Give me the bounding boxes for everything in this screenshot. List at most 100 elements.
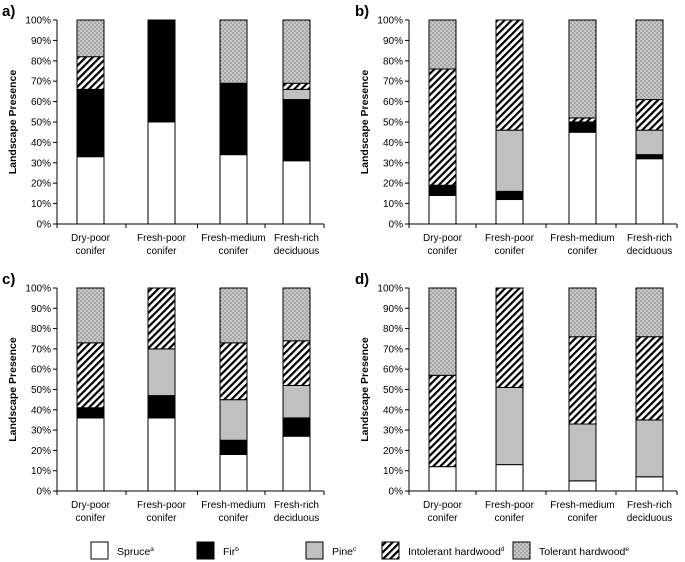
panel-c--bar-fresh-medium-pine (219, 399, 248, 441)
panel-d--category-label: conifer (567, 513, 598, 524)
legend-swatch-fir (196, 541, 215, 560)
panel-c--bar-fresh-medium-intolerant-hardwood (219, 342, 248, 401)
legend-item-tolerant-hardwood: Tolerant hardwoode (512, 541, 629, 560)
legend-item-spruce: Sprucea (90, 541, 154, 560)
legend-swatch-intolerant-hardwood (381, 541, 400, 560)
panel-d--bar-fresh-rich-tolerant-hardwood (635, 287, 664, 338)
panel-a--bar-fresh-rich-intolerant-hardwood (282, 82, 311, 90)
panel-d--bar-fresh-medium-pine (568, 423, 597, 482)
panel-b--category-label: Fresh-poor (485, 233, 535, 244)
panel-c--bar-fresh-rich-spruce (282, 435, 311, 492)
panel-c--y-tick-label: 100% (25, 284, 51, 295)
panel-c--bar-fresh-rich-pine (282, 384, 311, 419)
panel-d--y-tick-label: 40% (383, 405, 403, 416)
legend-label-tolerant-hardwood: Tolerant hardwoode (539, 546, 629, 558)
panel-d--bar-fresh-rich-spruce (635, 476, 664, 492)
panel-c--category-label: deciduous (274, 513, 320, 524)
panel-a--category-label: deciduous (274, 246, 320, 257)
legend-swatch-tolerant-hardwood (512, 541, 531, 560)
panel-a--y-tick-label: 100% (25, 16, 51, 27)
panel-a--bar-fresh-medium-tolerant-hardwood (219, 19, 248, 84)
panel-b--y-tick-label: 90% (383, 36, 403, 47)
panel-a--category-label: conifer (75, 246, 106, 257)
panel-d--label: d) (355, 271, 369, 288)
panel-b--y-tick-label: 10% (383, 199, 403, 210)
panel-c--bar-dry-poor-intolerant-hardwood (76, 342, 105, 409)
legend: Sprucea Firb Pinec Intolerant hardwoodd Tole… (90, 541, 629, 560)
legend-swatch-spruce (90, 541, 109, 560)
panel-b--bar-fresh-poor-fir (495, 190, 524, 201)
panel-c--bar-fresh-poor-spruce (147, 417, 176, 492)
panel-b--bar-fresh-medium-tolerant-hardwood (568, 19, 597, 119)
legend-label-fir: Firb (223, 546, 239, 558)
panel-c--bar-fresh-poor-intolerant-hardwood (147, 287, 176, 350)
panel-a--category-label: Fresh-poor (137, 233, 187, 244)
legend-label-intolerant-hardwood: Intolerant hardwoodd (408, 546, 505, 558)
panel-b--category-label: Fresh-rich (627, 233, 672, 244)
panel-c--category-label: Fresh-rich (274, 500, 319, 511)
panel-a--y-tick-label: 70% (31, 77, 51, 88)
panel-d--bar-dry-poor-tolerant-hardwood (428, 287, 457, 376)
panel-d--bar-fresh-poor-pine (495, 386, 524, 466)
panel-a--bar-fresh-poor-spruce (147, 121, 176, 225)
panel-a--label: a) (2, 3, 15, 20)
panel-c--bar-dry-poor-spruce (76, 417, 105, 492)
panel-a--y-tick-label: 20% (31, 179, 51, 190)
legend-item-intolerant-hardwood: Intolerant hardwoodd (381, 541, 505, 560)
panel-a--bar-dry-poor-intolerant-hardwood (76, 56, 105, 90)
panel-d--category-label: Dry-poor (423, 500, 463, 511)
panel-b--y-tick-label: 80% (383, 56, 403, 67)
panel-c--y-tick-label: 80% (31, 324, 51, 335)
panel-a--y-tick-label: 60% (31, 97, 51, 108)
panel-c--category-label: conifer (75, 513, 106, 524)
panel-a--y-tick-label: 50% (31, 118, 51, 129)
panel-b--y-tick-label: 30% (383, 158, 403, 169)
panel-b--category-label: Dry-poor (423, 233, 463, 244)
panel-a--y-axis-label: Landscape Presence (7, 70, 19, 175)
panel-d--category-label: conifer (427, 513, 458, 524)
panel-c--bar-fresh-medium-tolerant-hardwood (219, 287, 248, 344)
panel-a--y-tick-label: 30% (31, 158, 51, 169)
panel-d--bar-fresh-rich-pine (635, 419, 664, 478)
panel-a--y-tick-label: 80% (31, 56, 51, 67)
panels-layer: a) Landscape Presence 0% 10% 20% 30% 40% 50% 60%… (2, 3, 678, 524)
panel-b--bar-fresh-poor-spruce (495, 199, 524, 225)
panel-b--y-tick-label: 70% (383, 77, 403, 88)
panel-a--category-label: conifer (218, 246, 249, 257)
panel-a-: a) Landscape Presence 0% 10% 20% 30% 40% 50% 60%… (2, 3, 325, 257)
panel-b--y-axis-label: Landscape Presence (359, 70, 371, 175)
panel-a--bar-fresh-rich-spruce (282, 160, 311, 225)
panel-b--y-tick-label: 100% (377, 16, 403, 27)
panel-c-: c) Landscape Presence 0% 10% 20% 30% 40% 50% 60%… (2, 271, 325, 524)
legend-label-spruce: Sprucea (117, 546, 154, 558)
panel-a--category-label: Dry-poor (71, 233, 111, 244)
panel-a--bar-fresh-medium-fir (219, 82, 248, 156)
legend-item-fir: Firb (196, 541, 239, 560)
panel-b-: b) Landscape Presence 0% 10% 20% 30% 40% 50% 60%… (355, 3, 678, 257)
panel-b--y-tick-label: 40% (383, 138, 403, 149)
panel-b--category-label: deciduous (627, 246, 673, 257)
panel-c--y-tick-label: 40% (31, 405, 51, 416)
panel-a--bar-fresh-medium-spruce (219, 154, 248, 225)
panel-c--bar-dry-poor-fir (76, 407, 105, 419)
panel-c--category-label: Fresh-poor (137, 500, 187, 511)
panel-c--bar-fresh-rich-intolerant-hardwood (282, 340, 311, 386)
panel-b--bar-fresh-rich-pine (635, 129, 664, 156)
panel-d--y-tick-label: 50% (383, 385, 403, 396)
panel-b--bar-fresh-rich-fir (635, 154, 664, 160)
panel-d--y-tick-label: 60% (383, 365, 403, 376)
panel-c--bar-fresh-poor-fir (147, 395, 176, 419)
panel-a--bar-fresh-rich-fir (282, 99, 311, 162)
panel-d--bar-fresh-poor-spruce (495, 464, 524, 492)
panel-d--bar-dry-poor-intolerant-hardwood (428, 374, 457, 468)
panel-b--y-tick-label: 0% (389, 220, 404, 231)
panel-c--y-tick-label: 20% (31, 446, 51, 457)
legend-label-pine: Pinec (332, 546, 357, 558)
panel-a--y-tick-label: 90% (31, 36, 51, 47)
panel-d--category-label: Fresh-poor (485, 500, 535, 511)
panel-c--category-label: conifer (146, 513, 177, 524)
panel-d--y-tick-label: 20% (383, 446, 403, 457)
panel-b--bar-fresh-poor-intolerant-hardwood (495, 19, 524, 131)
panel-c--bar-fresh-rich-fir (282, 417, 311, 437)
